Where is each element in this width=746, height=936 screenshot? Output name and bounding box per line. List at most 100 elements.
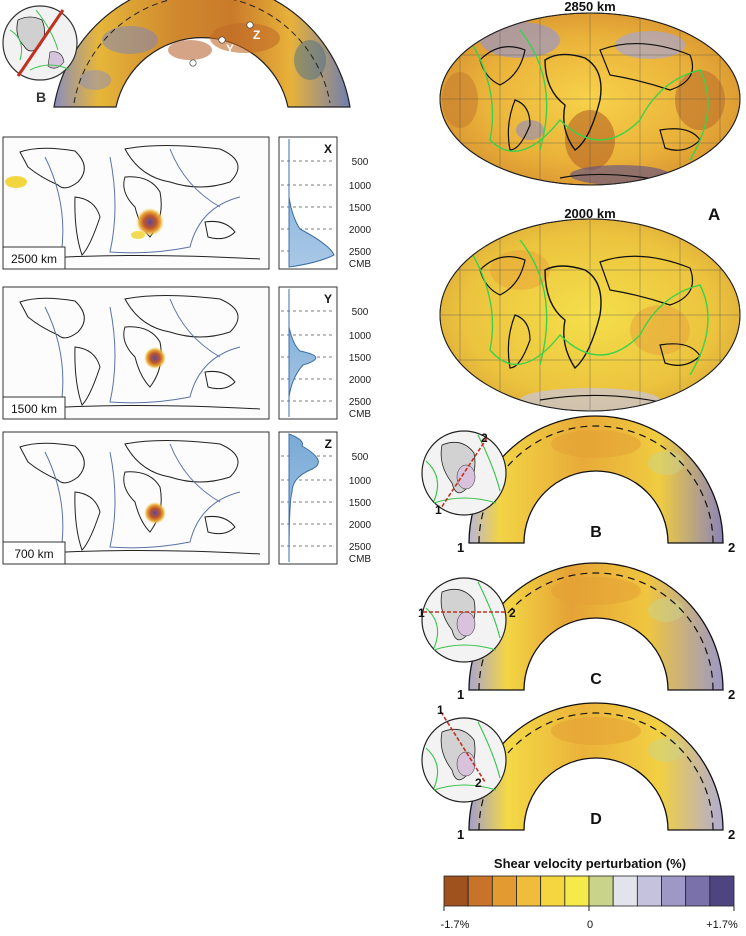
colorbar-swatch [636,875,662,907]
depth-label: 2500 km [11,252,57,266]
colorbar-swatch [467,875,493,907]
profile-tick-label: 1500 [349,353,372,364]
profile-cmb-label: CMB [349,409,372,420]
globe-end-label: 2 [475,776,482,790]
global-maps-panel-label: A [708,205,720,224]
depth-label-box: 700 km [2,541,66,565]
colorbar-swatch [516,875,542,907]
profile-tick-label: 500 [352,452,369,463]
map-continents [19,145,261,260]
profile-tick-label: 2500 [349,397,372,408]
map-panel-1: 2500 km [2,136,270,270]
section-label: B [590,524,602,541]
top-globe-label: B [36,89,46,105]
profile-tick-label: 2000 [349,225,372,236]
section-arc [468,562,724,691]
globe-start-label: 1 [435,503,442,517]
section-c: 1 2C1 2 [418,562,735,702]
top-globe: B [2,5,78,105]
point-y-marker [218,36,226,44]
top-cross-section: X Y Z [53,0,351,108]
global-map-2850: 2850 km [439,0,741,186]
point-z-label: Z [253,28,260,42]
map-continents [19,295,261,410]
section-profile-line [440,437,488,509]
profile-curve [288,139,335,268]
profile-curve [288,433,319,563]
profile-label: Y [324,292,332,306]
profile-tick-label: 1000 [349,331,372,342]
point-x-marker [189,59,197,67]
globe-start-label: 1 [437,703,444,717]
section-label: C [590,671,602,688]
profile-label: X [324,142,332,156]
profile-tick-label: 1000 [349,181,372,192]
colorbar-swatch [661,875,687,907]
map-panel-3: 700 km [2,431,270,565]
colorbar-title: Shear velocity perturbation (%) [494,856,686,871]
profile-tick-label: 2500 [349,542,372,553]
hotspot-anomaly [144,502,166,524]
colorbar-swatch [564,875,590,907]
colorbar-max-label: +1.7% [706,919,738,931]
section-arc [468,415,724,544]
profile-cmb-label: CMB [349,259,372,270]
hotspot-anomaly [144,347,166,369]
depth-label-box: 2500 km [2,246,66,270]
section-right-end-label: 2 [728,687,735,702]
section-label: D [590,811,602,828]
section-globe: 12 [421,703,507,803]
point-y-label: Y [226,42,234,56]
profile-tick-label: 1000 [349,476,372,487]
colorbar-swatch [443,875,469,907]
colorbar-swatch [685,875,711,907]
colorbar: Shear velocity perturbation (%) -1.7% 0 … [441,856,738,931]
globe-end-label: 2 [481,431,488,445]
profile-cmb-label: CMB [349,554,372,565]
profile-tick-label: 1500 [349,203,372,214]
map-panel-2: 1500 km [2,286,270,420]
profile-tick-label: 500 [352,307,369,318]
depth-label: 700 km [14,547,53,561]
colorbar-swatch [540,875,566,907]
colorbar-swatches [443,875,735,911]
colorbar-swatch [709,875,735,907]
colorbar-mid-label: 0 [587,919,593,931]
section-right-end-label: 2 [728,827,735,842]
depth-label-box: 1500 km [2,396,66,420]
section-arc [468,702,724,831]
colorbar-swatch [612,875,638,907]
section-left-end-label: 1 [457,827,464,842]
globe-end-label: 2 [509,606,516,620]
colorbar-swatch [588,875,614,907]
hotspot-anomaly [136,208,164,236]
secondary-anomaly [5,176,27,188]
section-profile-line [440,711,486,783]
profile-tick-label: 500 [352,157,369,168]
globe-start-label: 1 [418,606,425,620]
section-left-end-label: 1 [457,687,464,702]
profile-tick-label: 1500 [349,498,372,509]
section-left-end-label: 1 [457,540,464,555]
point-x-label: X [200,57,208,71]
depth-label: 1500 km [11,402,57,416]
global-map-title-2850: 2850 km [564,0,615,14]
colorbar-min-label: -1.7% [441,919,470,931]
top-globe-profile-line [16,9,65,77]
profile-tick-label: 2500 [349,247,372,258]
colorbar-swatch [491,875,517,907]
section-right-end-label: 2 [728,540,735,555]
point-z-marker [246,21,254,29]
section-globe: 12 [421,430,507,517]
profile-tick-label: 2000 [349,520,372,531]
profile-label: Z [325,437,332,451]
profile-curve [288,289,317,417]
